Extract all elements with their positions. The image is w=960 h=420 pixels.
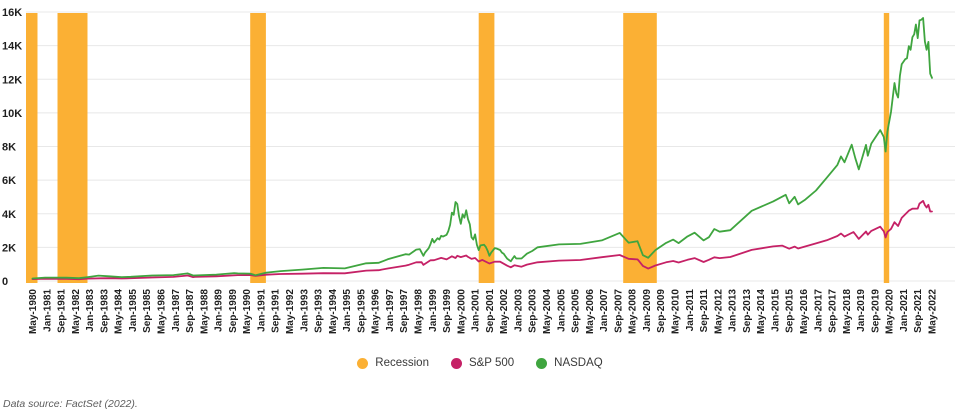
x-tick-label: Sep-2019 [870, 289, 881, 333]
x-tick-label: May-2014 [756, 289, 767, 334]
x-tick-label: May-1990 [242, 289, 253, 334]
legend-label: S&P 500 [468, 357, 515, 369]
x-tick-label: May-1988 [199, 289, 210, 334]
x-tick-label: Sep-2021 [913, 289, 924, 333]
y-tick-label: 14K [2, 41, 22, 53]
x-tick-label: Sep-2013 [742, 289, 753, 333]
x-tick-label: Sep-1999 [442, 289, 453, 333]
x-tick-label: May-2022 [928, 289, 939, 334]
x-tick-label: Sep-1983 [99, 289, 110, 333]
x-tick-label: Sep-1989 [228, 289, 239, 333]
y-tick-label: 0 [2, 276, 8, 288]
x-tick-label: May-1986 [157, 289, 168, 334]
chart-legend: Recession S&P 500 NASDAQ [0, 357, 960, 369]
y-tick-label: 6K [2, 175, 16, 187]
x-tick-label: May-1996 [371, 289, 382, 334]
y-tick-label: 8K [2, 142, 16, 154]
x-tick-label: Sep-1993 [314, 289, 325, 333]
x-tick-label: May-2008 [628, 289, 639, 334]
x-tick-label: Sep-1981 [57, 289, 68, 333]
x-tick-label: Jan-2021 [899, 289, 910, 332]
x-tick-label: Jan-1991 [256, 289, 267, 332]
legend-label: Recession [375, 357, 429, 369]
x-tick-label: Jan-2003 [513, 289, 524, 332]
x-tick-label: May-1982 [71, 289, 82, 334]
nasdaq-line [31, 17, 933, 280]
x-tick-label: May-1998 [414, 289, 425, 334]
recession-band [250, 13, 266, 283]
recession-band [623, 13, 657, 283]
x-tick-label: May-1994 [328, 289, 339, 334]
stock-index-line-chart: 0 2K 4K 6K 8K 10K 12K 14K 16K May-1980 Jan-1981 Sep… [2, 7, 955, 334]
x-tick-label: May-1980 [28, 289, 39, 334]
x-tick-label: Jan-2001 [471, 289, 482, 332]
x-tick-label: Jan-2015 [770, 289, 781, 332]
x-tick-label: Sep-2001 [485, 289, 496, 333]
recession-swatch-icon [357, 357, 369, 369]
x-tick-label: Sep-2003 [528, 289, 539, 333]
x-tick-label: May-2018 [842, 289, 853, 334]
recession-band [26, 13, 38, 283]
x-tick-label: Sep-1995 [356, 289, 367, 333]
x-tick-label: May-2000 [456, 289, 467, 334]
x-tick-label: Jan-2013 [728, 289, 739, 332]
x-tick-label: Jan-1999 [428, 289, 439, 332]
legend-label: NASDAQ [554, 357, 603, 369]
x-tick-label: Jan-1985 [128, 289, 139, 332]
x-tick-label: May-2010 [671, 289, 682, 334]
data-source-note: Data source: FactSet (2022). [3, 398, 138, 410]
x-tick-label: Jan-2009 [642, 289, 653, 332]
y-tick-label: 16K [2, 7, 22, 19]
x-tick-label: Jan-1989 [214, 289, 225, 332]
x-tick-label: Jan-1987 [171, 289, 182, 332]
x-tick-label: May-2002 [499, 289, 510, 334]
x-tick-label: Sep-1985 [142, 289, 153, 333]
legend-item-recession: Recession [357, 357, 429, 369]
x-tick-label: Jan-2007 [599, 289, 610, 332]
x-tick-label: May-1984 [114, 289, 125, 334]
x-tick-label: Sep-2017 [828, 289, 839, 333]
legend-item-sp500: S&P 500 [450, 357, 515, 369]
recession-band [478, 13, 495, 283]
x-tick-label: Jan-2005 [556, 289, 567, 332]
x-tick-label: May-1992 [285, 289, 296, 334]
x-tick-label: Jan-1997 [385, 289, 396, 332]
x-tick-label: May-2004 [542, 289, 553, 334]
x-tick-label: Sep-1991 [271, 289, 282, 333]
x-tick-label: May-2006 [585, 289, 596, 334]
x-tick-label: May-2012 [713, 289, 724, 334]
x-tick-label: Sep-2009 [656, 289, 667, 333]
y-tick-label: 2K [2, 242, 16, 254]
x-tick-label: May-2016 [799, 289, 810, 334]
x-tick-label: Sep-1987 [185, 289, 196, 333]
x-tick-label: Sep-2005 [571, 289, 582, 333]
recession-band [57, 13, 88, 283]
x-tick-label: Sep-2007 [613, 289, 624, 333]
x-tick-label: Jan-1981 [42, 289, 53, 332]
x-tick-label: Jan-1983 [85, 289, 96, 332]
x-tick-label: Sep-2015 [785, 289, 796, 333]
x-tick-label: Jan-2017 [813, 289, 824, 332]
x-tick-label: Jan-2011 [685, 289, 696, 332]
y-tick-label: 4K [2, 209, 16, 221]
nasdaq-swatch-icon [536, 357, 548, 369]
x-tick-label: Sep-1997 [399, 289, 410, 333]
y-tick-label: 12K [2, 74, 22, 86]
sp500-swatch-icon [450, 357, 462, 369]
x-tick-label: Jan-1995 [342, 289, 353, 332]
x-tick-label: Jan-2019 [856, 289, 867, 332]
x-tick-label: Jan-1993 [299, 289, 310, 332]
y-tick-label: 10K [2, 108, 22, 120]
legend-item-nasdaq: NASDAQ [536, 357, 603, 369]
x-tick-label: Sep-2011 [699, 289, 710, 333]
x-tick-label: May-2020 [885, 289, 896, 334]
market-index-chart-page: 0 2K 4K 6K 8K 10K 12K 14K 16K May-1980 Jan-1981 Sep… [2, 7, 955, 410]
